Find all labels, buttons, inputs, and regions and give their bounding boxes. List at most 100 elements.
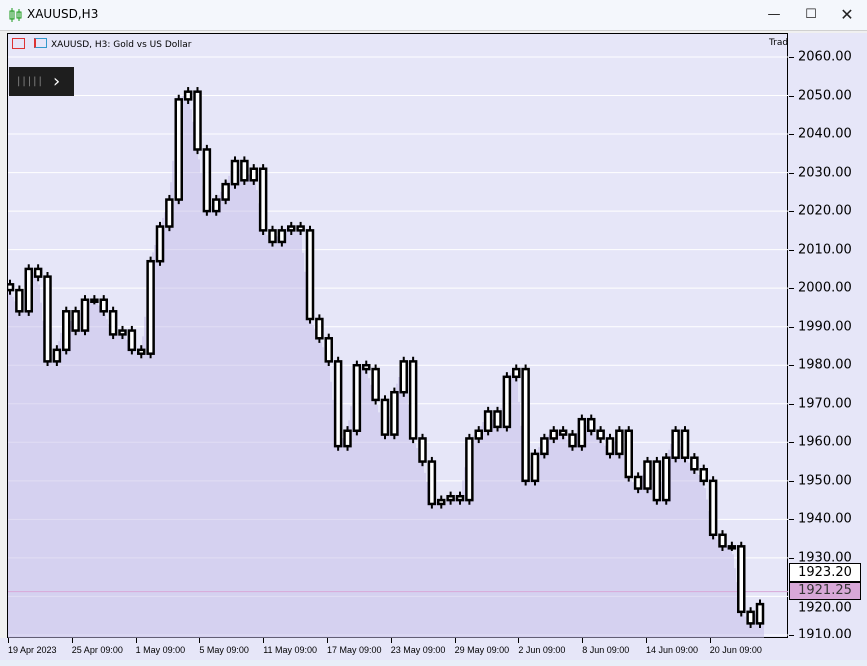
candle-body (315, 317, 324, 340)
x-tick (8, 638, 9, 643)
y-tick-label: 2000.00 (798, 280, 852, 296)
candle-body (221, 182, 230, 201)
y-tick (789, 557, 794, 559)
y-tick (789, 403, 794, 405)
candle-body (146, 259, 155, 355)
y-tick-label: 1960.00 (798, 434, 852, 450)
candlestick-app-icon (9, 8, 22, 22)
candle-body (587, 417, 596, 432)
candle-body (483, 410, 493, 432)
candle-body (127, 329, 137, 352)
x-tick-label: 29 May 09:00 (454, 645, 510, 655)
grip-icon[interactable]: ||||| (17, 76, 44, 87)
y-tick (789, 95, 794, 97)
chart-window-icon (34, 38, 47, 48)
candle-body (399, 360, 408, 394)
x-tick-label: 2 Jun 09:00 (518, 645, 566, 655)
candle-body (8, 283, 15, 292)
candle-body (727, 545, 737, 550)
x-tick (582, 638, 584, 643)
maximize-button[interactable]: ☐ (805, 7, 817, 22)
candle-body (240, 159, 249, 182)
candle-body (427, 460, 437, 506)
candle-body (352, 363, 362, 432)
close-button[interactable]: ✕ (840, 5, 854, 24)
x-tick (390, 638, 392, 643)
x-tick-label: 14 Jun 09:00 (646, 645, 699, 655)
y-tick (789, 211, 794, 213)
list-icon[interactable] (12, 38, 25, 49)
candle-body (540, 437, 549, 456)
chart-header: XAUUSD, H3: Gold vs US Dollar (34, 38, 192, 50)
x-tick-label: 19 Apr 2023 (8, 645, 57, 655)
x-tick (518, 638, 520, 643)
candle-body (71, 310, 80, 332)
candle-body (24, 267, 33, 313)
candle-body (558, 429, 568, 436)
candle-body (446, 494, 455, 502)
candle-body (680, 429, 690, 459)
chevron-right-icon[interactable]: › (53, 71, 61, 92)
x-tick (135, 638, 137, 643)
candle-body (324, 337, 333, 363)
y-tick-label: 2030.00 (798, 165, 852, 181)
candle-body (99, 298, 108, 313)
candle-body (118, 329, 127, 336)
title-bar: XAUUSD,H3 — ☐ ✕ (0, 0, 867, 31)
candle-body (605, 437, 615, 456)
candle-body (502, 375, 512, 429)
candle-body (474, 429, 483, 440)
x-tick (263, 638, 265, 643)
y-tick (789, 326, 794, 328)
candle-body (699, 468, 708, 483)
candle-body (662, 456, 671, 502)
y-tick (789, 442, 794, 444)
y-tick-label: 2060.00 (798, 49, 852, 65)
candle-body (671, 429, 680, 459)
candle-body (362, 363, 371, 371)
minimize-button[interactable]: — (767, 7, 781, 22)
candle-body (493, 410, 502, 429)
x-tick-label: 20 Jun 09:00 (709, 645, 762, 655)
candle-body (165, 198, 174, 228)
candle-body (193, 90, 202, 151)
candle-body (108, 310, 118, 336)
candle-body (718, 533, 727, 548)
candle-body (549, 429, 558, 440)
candle-body (43, 275, 52, 363)
y-tick (789, 249, 794, 251)
y-tick-label: 1970.00 (798, 396, 852, 412)
y-tick (789, 172, 794, 174)
candle-body (202, 148, 212, 213)
x-tick (71, 638, 73, 643)
candle-body (371, 367, 380, 402)
candle-body (530, 452, 540, 483)
candle-body (305, 229, 315, 321)
x-tick (199, 638, 201, 643)
candle-body (80, 298, 90, 332)
y-tick (789, 134, 794, 136)
bid-price-label: 1921.25 (789, 582, 861, 600)
candle-body (596, 429, 605, 440)
y-tick (789, 634, 794, 636)
candle-body (624, 429, 633, 479)
candlestick-chart[interactable] (8, 34, 788, 638)
y-tick-label: 1990.00 (798, 319, 852, 335)
candle-body (137, 348, 146, 355)
candle-body (633, 475, 643, 490)
candle-body (268, 229, 277, 244)
candle-body (455, 494, 465, 502)
x-tick-label: 23 May 09:00 (390, 645, 446, 655)
y-tick (789, 57, 794, 58)
navigation-panel[interactable]: ||||| › (9, 67, 74, 96)
candle-body (52, 348, 62, 363)
trade-label: Trad (769, 38, 789, 48)
candle-body (174, 98, 183, 201)
candle-body (15, 288, 24, 313)
y-tick-label: 2010.00 (798, 242, 852, 258)
candle-body (258, 167, 268, 232)
y-tick-label: 2020.00 (798, 203, 852, 219)
y-tick-label: 1930.00 (798, 550, 852, 566)
candle-body (155, 225, 165, 263)
candle-body (615, 429, 624, 456)
